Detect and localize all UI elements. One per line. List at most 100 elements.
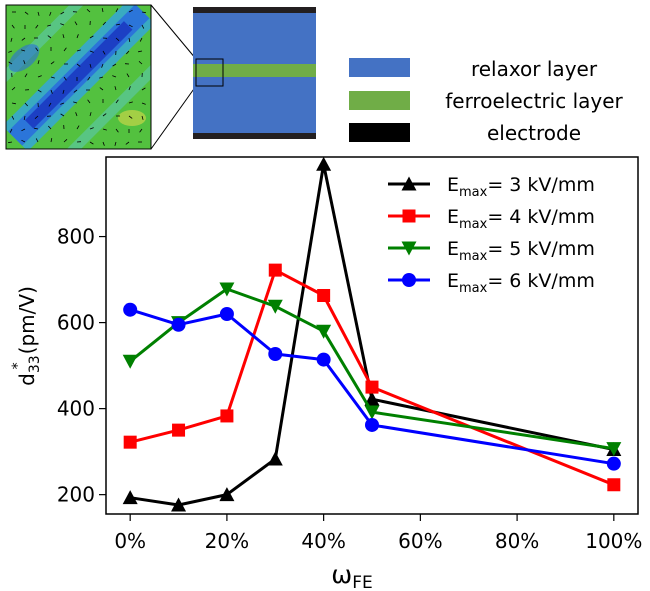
polarization-arrow xyxy=(126,50,130,55)
x-axis-label: ωFE xyxy=(331,560,372,591)
polarization-arrow xyxy=(139,128,143,133)
legend-marker xyxy=(401,241,417,256)
series-layer xyxy=(122,157,622,512)
polarization-arrow xyxy=(112,63,117,67)
legend-label: Emax= 5 kV/mm xyxy=(447,238,595,264)
data-point xyxy=(365,380,379,394)
polarization-arrow xyxy=(75,112,78,117)
electrode-top xyxy=(193,7,316,13)
legend-marker xyxy=(402,273,416,287)
polarization-arrow xyxy=(141,24,145,29)
polarization-arrow xyxy=(76,125,80,130)
y-tick-label: 400 xyxy=(57,397,95,421)
layer-legend: relaxor layer ferroelectric layer electr… xyxy=(349,57,624,145)
data-point xyxy=(122,354,138,369)
data-point xyxy=(317,288,331,302)
chart: 0% 20% 40% 60% 80% 100% 200 400 600 800 ωFE d33*(… xyxy=(10,156,642,591)
polarization-arrow xyxy=(49,11,52,16)
polarization-arrow xyxy=(11,115,15,120)
polarization-arrow xyxy=(48,125,52,130)
zoom-line-bottom xyxy=(150,85,197,150)
polarization-arrow xyxy=(47,35,52,39)
series-4 xyxy=(123,302,621,471)
legend-item: Emax= 3 kV/mm xyxy=(388,174,595,200)
polarization-arrow xyxy=(35,47,39,52)
microstructure-frame xyxy=(5,4,152,150)
y-tick-label: 800 xyxy=(57,225,95,249)
polarization-arrow xyxy=(138,61,143,65)
layer-swatch-ferroelectric xyxy=(349,91,410,110)
series-2 xyxy=(123,263,621,492)
polarization-arrow xyxy=(125,141,130,145)
polarization-arrow xyxy=(114,86,117,91)
polarization-arrow xyxy=(34,127,39,130)
polarization-arrow xyxy=(11,102,16,105)
polarization-arrow xyxy=(35,138,39,143)
polarization-arrow xyxy=(76,63,81,67)
polarization-arrow xyxy=(141,11,146,14)
legend-item: Emax= 6 kV/mm xyxy=(388,270,595,296)
data-point xyxy=(268,346,283,361)
polarization-arrow xyxy=(24,102,28,107)
polarization-arrow xyxy=(76,49,81,52)
layer-swatch-electrode xyxy=(349,123,410,142)
data-point xyxy=(316,352,331,367)
polarization-arrow xyxy=(89,127,94,130)
polarization-arrow xyxy=(11,87,16,91)
y-tick-label: 600 xyxy=(57,311,95,335)
polarization-arrow xyxy=(89,63,92,68)
x-tick-label: 60% xyxy=(398,529,442,553)
polarization-arrow xyxy=(35,24,39,29)
polarization-arrow xyxy=(62,89,65,94)
polarization-arrow xyxy=(50,61,55,65)
electrode-bottom xyxy=(193,133,316,139)
data-point xyxy=(219,487,235,502)
y-axis-label: d33*(pm/V) xyxy=(10,286,43,386)
x-tick-label: 0% xyxy=(114,529,146,553)
legend-label: Emax= 3 kV/mm xyxy=(447,174,595,200)
x-tick-label: 40% xyxy=(301,529,345,553)
data-point xyxy=(268,263,282,277)
polarization-arrow xyxy=(101,63,104,68)
polarization-arrow xyxy=(89,112,92,117)
legend-marker xyxy=(401,176,417,191)
data-point xyxy=(364,391,380,406)
polarization-arrow xyxy=(60,113,65,117)
legend-item: Emax= 5 kV/mm xyxy=(388,238,595,264)
data-point xyxy=(219,306,234,321)
polarization-arrow xyxy=(21,128,26,132)
polarization-arrow xyxy=(50,138,53,143)
polarization-arrow xyxy=(37,60,40,65)
polarization-arrow xyxy=(102,113,107,117)
x-tick-label: 20% xyxy=(205,529,249,553)
polarization-arrow xyxy=(24,11,29,15)
polarization-arrow xyxy=(102,141,105,146)
polarization-arrow xyxy=(74,21,78,26)
polarization-arrow xyxy=(141,102,146,105)
polarization-arrow xyxy=(128,86,131,91)
polarization-arrow xyxy=(89,35,94,39)
legend-marker xyxy=(402,209,416,223)
data-point xyxy=(316,157,332,171)
data-point xyxy=(364,405,380,420)
layer-swatch-relaxor xyxy=(349,58,410,77)
polarization-arrow xyxy=(10,37,13,42)
polarization-arrow xyxy=(115,8,119,13)
data-point xyxy=(606,456,621,471)
polarization-arrow xyxy=(23,60,26,65)
data-point xyxy=(171,497,187,512)
data-point xyxy=(365,417,379,432)
polarization-arrow xyxy=(128,37,131,42)
polarization-arrow xyxy=(86,9,91,13)
polarization-arrow xyxy=(37,11,40,16)
data-point xyxy=(123,435,137,449)
polarization-arrow xyxy=(21,49,26,52)
polarization-arrow xyxy=(11,24,15,29)
polarization-arrow xyxy=(48,102,52,107)
polarization-arrow xyxy=(8,61,13,65)
polarization-arrow xyxy=(99,87,104,91)
polarization-arrow xyxy=(9,128,13,133)
data-point xyxy=(172,423,186,437)
zoom-line-top xyxy=(150,4,197,60)
